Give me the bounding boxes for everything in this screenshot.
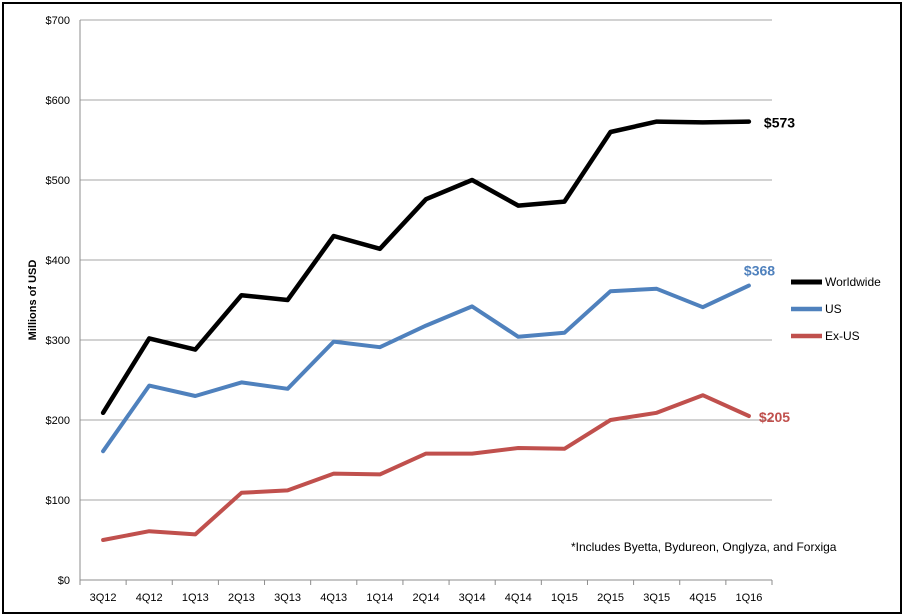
x-tick-label: 4Q15: [689, 592, 716, 604]
x-tick-label: 4Q13: [320, 592, 347, 604]
series-line-us: [101, 283, 751, 454]
end-label-worldwide: $573: [764, 115, 795, 131]
y-axis-ticks: $0 $100 $200 $300 $400 $500 $600 $700: [46, 15, 70, 587]
y-tick-label: $400: [46, 255, 70, 267]
x-tick-label: 1Q13: [182, 592, 209, 604]
x-axis: [79, 20, 773, 585]
x-tick-label: 2Q13: [228, 592, 255, 604]
y-tick-label: $0: [58, 575, 70, 587]
y-tick-label: $100: [46, 495, 70, 507]
x-tick-label: 4Q12: [136, 592, 163, 604]
x-tick-label: 1Q15: [551, 592, 578, 604]
y-tick-label: $200: [46, 415, 70, 427]
legend-label-ex-us: Ex-US: [825, 329, 860, 343]
x-tick-label: 1Q16: [735, 592, 762, 604]
end-label-ex-us: $205: [759, 409, 790, 425]
gridlines: [80, 19, 772, 501]
x-tick-label: 1Q14: [366, 592, 393, 604]
end-labels: $573 $368 $205: [744, 115, 795, 425]
y-tick-label: $700: [46, 15, 70, 27]
x-tick-label: 3Q13: [274, 592, 301, 604]
legend-label-us: US: [825, 302, 842, 316]
x-tick-label: 3Q14: [459, 592, 486, 604]
series-line-worldwide: [100, 119, 752, 416]
end-label-us: $368: [744, 263, 775, 279]
series-lines: [100, 119, 752, 542]
series-line-ex-us: [101, 393, 751, 542]
y-tick-label: $500: [46, 175, 70, 187]
x-axis-ticks: 3Q12 4Q12 1Q13 2Q13 3Q13 4Q13 1Q14 2Q14 3Q14 4Q14…: [90, 592, 763, 604]
x-tick-label: 2Q15: [597, 592, 624, 604]
x-tick-label: 3Q15: [643, 592, 670, 604]
annotation-note: *Includes Byetta, Bydureon, Onglyza, and…: [571, 540, 837, 554]
x-tick-label: 3Q12: [90, 592, 117, 604]
y-tick-label: $600: [46, 95, 70, 107]
x-tick-label: 4Q14: [505, 592, 532, 604]
y-tick-label: $300: [46, 335, 70, 347]
legend: Worldwide US Ex-US: [791, 275, 881, 343]
x-tick-label: 2Q14: [413, 592, 440, 604]
legend-label-worldwide: Worldwide: [825, 275, 881, 289]
y-axis-label: Millions of USD: [27, 260, 39, 341]
